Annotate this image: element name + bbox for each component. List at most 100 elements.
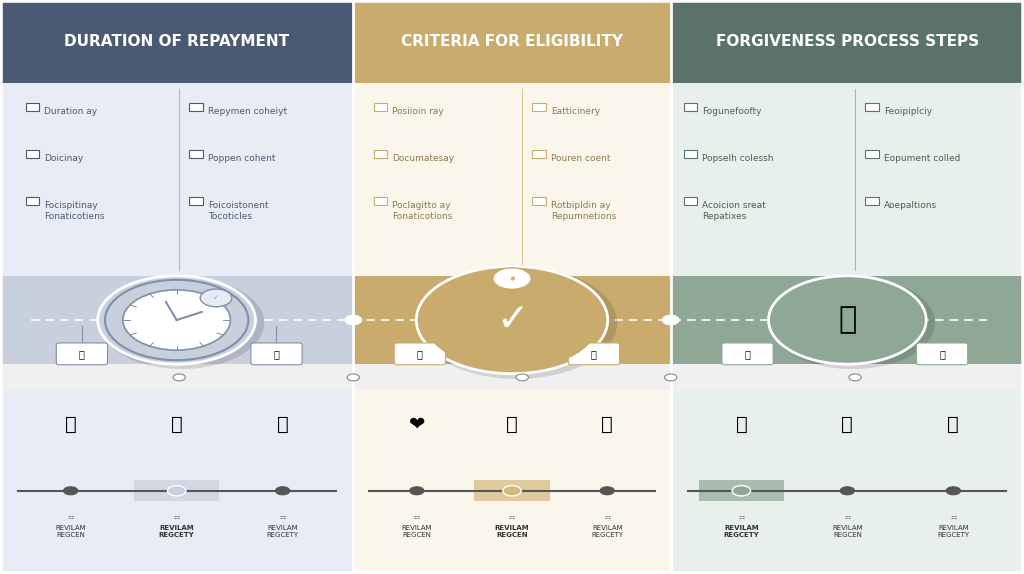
Text: CRITERIA FOR ELIGIBILITY: CRITERIA FOR ELIGIBILITY — [401, 34, 623, 49]
Circle shape — [768, 276, 927, 364]
Circle shape — [776, 280, 920, 360]
Text: ⚏: ⚏ — [844, 514, 851, 519]
Bar — [189, 197, 203, 205]
Text: Fogunefoofty: Fogunefoofty — [702, 107, 762, 116]
Text: 📚: 📚 — [65, 415, 77, 435]
Text: ✓: ✓ — [496, 301, 528, 339]
Text: ⚏: ⚏ — [68, 514, 74, 519]
Circle shape — [201, 289, 231, 307]
Text: 👤: 👤 — [842, 415, 853, 435]
Text: ⚏: ⚏ — [414, 514, 420, 519]
Text: REVILAM
REGCETY: REVILAM REGCETY — [937, 525, 970, 538]
Text: ⚏: ⚏ — [509, 514, 515, 519]
Bar — [26, 150, 39, 158]
Circle shape — [665, 374, 677, 381]
Text: DURATION OF REPAYMENT: DURATION OF REPAYMENT — [65, 34, 289, 49]
Bar — [26, 197, 39, 205]
Circle shape — [171, 316, 187, 325]
Circle shape — [847, 316, 863, 325]
Circle shape — [514, 316, 530, 325]
FancyBboxPatch shape — [353, 0, 671, 83]
FancyBboxPatch shape — [0, 276, 353, 364]
Circle shape — [600, 487, 614, 495]
Circle shape — [946, 487, 961, 495]
Circle shape — [97, 276, 256, 364]
Text: ⚏: ⚏ — [604, 514, 610, 519]
FancyBboxPatch shape — [0, 0, 353, 83]
Text: ✓: ✓ — [213, 295, 219, 301]
FancyBboxPatch shape — [568, 343, 620, 365]
Text: Foicoistonent
Tocoticles: Foicoistonent Tocoticles — [208, 201, 268, 221]
Text: Repymen coheiyt: Repymen coheiyt — [208, 107, 287, 116]
Text: ⚏: ⚏ — [950, 514, 956, 519]
Circle shape — [410, 487, 424, 495]
Circle shape — [275, 487, 290, 495]
Circle shape — [663, 316, 679, 325]
FancyBboxPatch shape — [353, 83, 671, 276]
Text: 💬: 💬 — [744, 349, 751, 359]
Text: 💵: 💵 — [417, 349, 423, 359]
Bar — [26, 103, 39, 111]
Bar — [684, 150, 697, 158]
Bar — [532, 103, 546, 111]
Bar — [134, 480, 219, 501]
FancyBboxPatch shape — [671, 83, 1024, 276]
Text: 📋: 📋 — [506, 415, 518, 435]
Bar — [684, 103, 697, 111]
Text: ❤️: ❤️ — [409, 415, 425, 435]
Text: 💡: 💡 — [839, 305, 856, 335]
Text: Rotbipldin ay
Repumnetions: Rotbipldin ay Repumnetions — [551, 201, 616, 221]
Circle shape — [425, 271, 599, 369]
Text: 📋: 📋 — [591, 349, 597, 359]
Bar — [532, 150, 546, 158]
Circle shape — [732, 486, 751, 496]
Text: 📱: 📱 — [601, 415, 613, 435]
FancyBboxPatch shape — [0, 390, 353, 574]
Text: Eopument colled: Eopument colled — [884, 154, 961, 163]
Circle shape — [849, 374, 861, 381]
Circle shape — [840, 487, 854, 495]
Text: 👥: 👥 — [939, 349, 945, 359]
Text: Pouren coent: Pouren coent — [551, 154, 610, 163]
Bar — [684, 197, 697, 205]
Text: REVILAM
REGCEN: REVILAM REGCEN — [55, 525, 86, 538]
Bar — [532, 197, 546, 205]
Text: REVILAM
REGCETY: REVILAM REGCETY — [159, 525, 195, 538]
FancyBboxPatch shape — [251, 343, 302, 365]
Text: 👤: 👤 — [79, 349, 85, 359]
FancyBboxPatch shape — [916, 343, 968, 365]
Text: FORGIVENESS PROCESS STEPS: FORGIVENESS PROCESS STEPS — [716, 34, 979, 49]
Text: Posiioin ray: Posiioin ray — [392, 107, 444, 116]
Text: ⭐: ⭐ — [171, 415, 182, 435]
Text: Duration ay: Duration ay — [44, 107, 97, 116]
Text: Acoicion sreat
Repatixes: Acoicion sreat Repatixes — [702, 201, 766, 221]
Bar — [374, 197, 387, 205]
Text: REVILAM
REGCETY: REVILAM REGCETY — [591, 525, 624, 538]
FancyBboxPatch shape — [671, 0, 1024, 83]
Text: ⚏: ⚏ — [280, 514, 286, 519]
Text: 🏠: 🏠 — [735, 415, 748, 435]
Text: 💰: 💰 — [273, 349, 280, 359]
Circle shape — [167, 486, 186, 496]
Text: Popselh colessh: Popselh colessh — [702, 154, 774, 163]
Circle shape — [63, 487, 78, 495]
Text: 📄: 📄 — [276, 415, 289, 435]
Bar — [189, 150, 203, 158]
Circle shape — [770, 277, 935, 369]
Circle shape — [503, 486, 521, 496]
Circle shape — [104, 280, 248, 360]
Text: ✱: ✱ — [509, 276, 515, 281]
Text: ⚏: ⚏ — [173, 514, 180, 519]
Circle shape — [516, 374, 528, 381]
FancyBboxPatch shape — [353, 390, 671, 574]
Circle shape — [345, 316, 361, 325]
Circle shape — [416, 266, 608, 374]
Bar — [865, 103, 879, 111]
Text: REVILAM
REGCEN: REVILAM REGCEN — [401, 525, 432, 538]
FancyBboxPatch shape — [722, 343, 773, 365]
Circle shape — [493, 268, 531, 289]
Text: Doicinay: Doicinay — [44, 154, 83, 163]
Text: REVILAM
REGCEN: REVILAM REGCEN — [833, 525, 862, 538]
Bar — [374, 150, 387, 158]
Text: Eatticinery: Eatticinery — [551, 107, 600, 116]
